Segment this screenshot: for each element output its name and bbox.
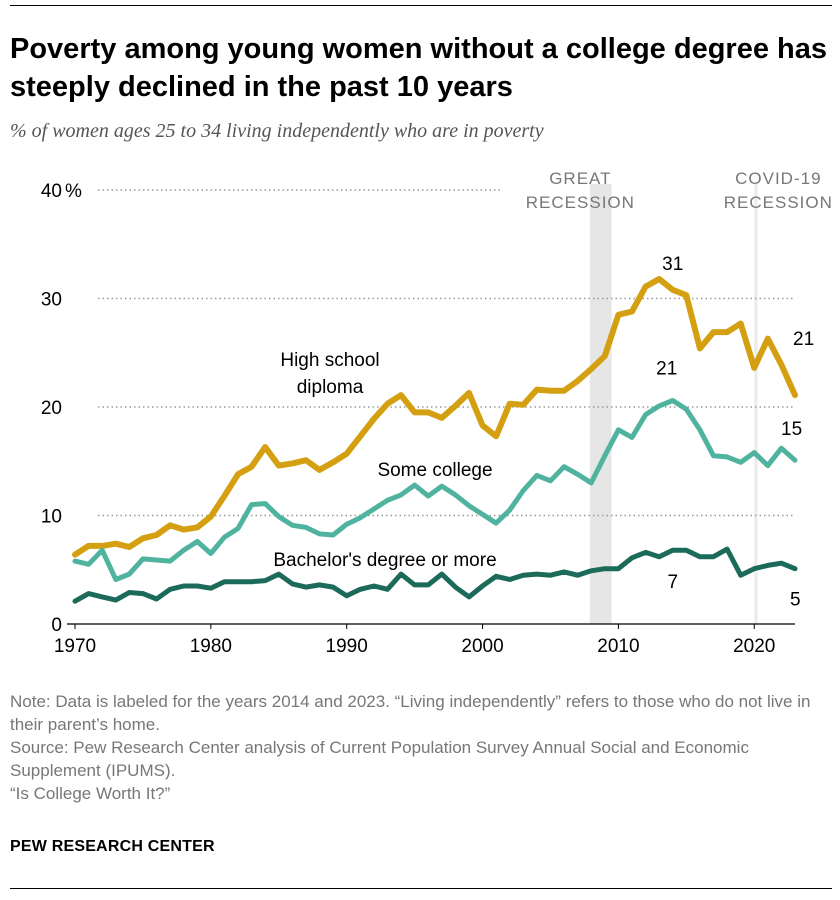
data-label: 7 [667, 572, 678, 593]
x-tick-label: 2020 [733, 636, 775, 657]
recession-band-covid [754, 184, 758, 624]
series-labels: GREAT RECESSION COVID-19 RECESSION High scho… [273, 169, 833, 611]
data-label: 31 [662, 254, 683, 275]
series-lines [72, 276, 798, 604]
recession-label: COVID-19 [735, 169, 821, 188]
series-line-bachelor-s-degree-or-more [72, 546, 798, 604]
data-label: 21 [793, 329, 814, 350]
x-tick-label: 2010 [597, 636, 639, 657]
recession-label: GREAT [549, 169, 611, 188]
y-tick-label: 20 [41, 398, 62, 419]
y-tick-label: 40 [41, 181, 62, 202]
data-label: 5 [790, 590, 801, 611]
recession-band-great [589, 184, 612, 624]
bottom-rule [10, 888, 832, 889]
pew-brand: PEW RESEARCH CENTER [10, 838, 215, 855]
chart-title: Poverty among young women without a coll… [10, 33, 827, 103]
data-label: 21 [656, 358, 677, 379]
y-tick-label: 0 [51, 615, 62, 636]
x-tick-label: 1980 [190, 636, 232, 657]
series-line-high-school-diploma [72, 276, 798, 558]
recession-shading [589, 184, 758, 624]
axis-ticks: 0 10 20 30 40 % 1970 1980 1990 2000 2010 2020 [41, 181, 776, 657]
series-name-label: High school [280, 350, 379, 371]
x-tick-label: 2000 [461, 636, 503, 657]
data-label: 15 [781, 419, 802, 440]
note-text: Note: Data is labeled for the years 2014… [10, 692, 811, 734]
y-unit-label: % [65, 181, 82, 202]
series-name-label: diploma [297, 377, 364, 398]
chart-notes: Note: Data is labeled for the years 2014… [10, 690, 830, 805]
series-name-label: Bachelor's degree or more [273, 550, 496, 571]
report-name: “Is College Worth It?” [10, 784, 171, 803]
y-tick-label: 30 [41, 290, 62, 311]
source-text: Source: Pew Research Center analysis of … [10, 738, 749, 780]
recession-label: RECESSION [526, 193, 635, 212]
x-tick-label: 1970 [54, 636, 96, 657]
chart-subtitle: % of women ages 25 to 34 living independ… [10, 120, 544, 142]
y-tick-label: 10 [41, 507, 62, 528]
top-rule [10, 5, 832, 6]
x-tick-label: 1990 [326, 636, 368, 657]
poverty-line-chart: GREAT RECESSION COVID-19 RECESSION High scho… [41, 169, 833, 657]
series-line-some-college [72, 398, 798, 582]
series-name-label: Some college [377, 460, 492, 481]
recession-label: RECESSION [724, 193, 833, 212]
